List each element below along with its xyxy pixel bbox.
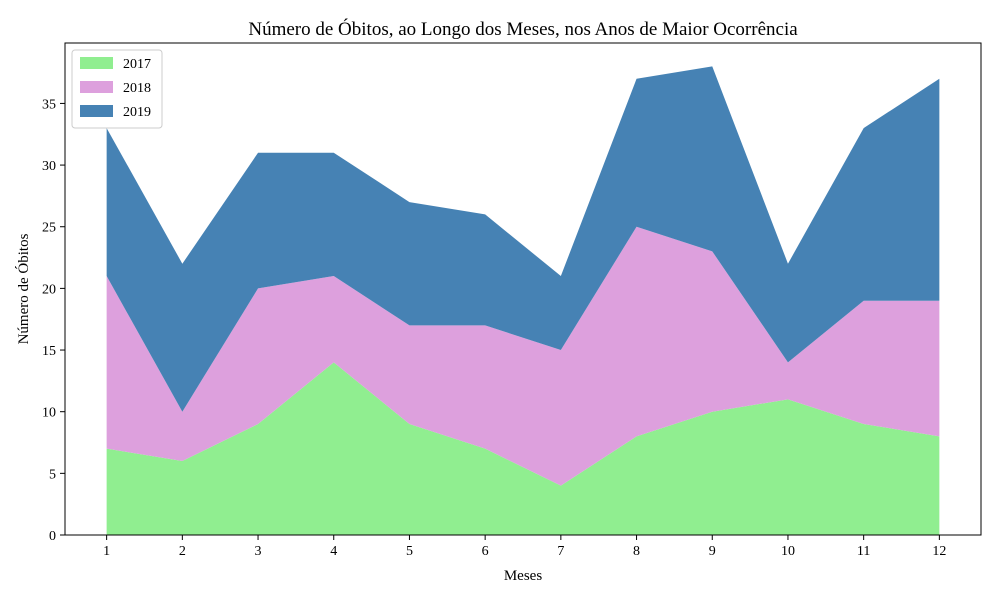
legend-swatch-2019 <box>80 105 113 117</box>
x-axis-label: Meses <box>504 568 542 584</box>
area-series-2019 <box>106 66 940 412</box>
y-tick-label: 15 <box>42 344 56 359</box>
x-tick-label: 12 <box>932 544 946 559</box>
x-tick-label: 4 <box>330 544 337 559</box>
x-tick-label: 5 <box>406 544 413 559</box>
y-tick-label: 25 <box>42 221 56 236</box>
y-tick-label: 0 <box>49 529 56 544</box>
x-tick-label: 1 <box>103 544 110 559</box>
y-tick-label: 10 <box>42 406 56 421</box>
legend-label-2019: 2019 <box>123 105 151 120</box>
y-tick-label: 30 <box>42 159 56 174</box>
legend-swatch-2018 <box>80 81 113 93</box>
x-tick-label: 8 <box>633 544 640 559</box>
chart-title: Número de Óbitos, ao Longo dos Meses, no… <box>248 18 798 40</box>
y-axis: 0 5 10 15 20 25 30 35 <box>42 97 65 544</box>
y-tick-label: 5 <box>49 467 56 482</box>
x-tick-label: 2 <box>179 544 186 559</box>
y-axis-label: Número de Óbitos <box>15 233 32 344</box>
x-tick-label: 10 <box>781 544 795 559</box>
plot-frame <box>64 42 982 536</box>
legend: 2017 2018 2019 <box>71 49 163 129</box>
x-tick-label: 11 <box>857 544 870 559</box>
x-axis: 1 2 3 4 5 6 7 8 9 10 11 12 <box>103 535 946 559</box>
x-tick-label: 7 <box>557 544 564 559</box>
legend-items: 2017 2018 2019 <box>80 57 151 120</box>
x-tick-label: 9 <box>709 544 716 559</box>
legend-label-2018: 2018 <box>123 81 151 96</box>
legend-label-2017: 2017 <box>123 57 151 72</box>
area-series-2017 <box>106 362 940 535</box>
x-tick-label: 6 <box>482 544 489 559</box>
x-tick-label: 3 <box>255 544 262 559</box>
y-tick-label: 35 <box>42 97 56 112</box>
areas-layer <box>106 66 940 535</box>
y-tick-label: 20 <box>42 282 56 297</box>
area-series-2018 <box>106 226 940 486</box>
legend-swatch-2017 <box>80 57 113 69</box>
